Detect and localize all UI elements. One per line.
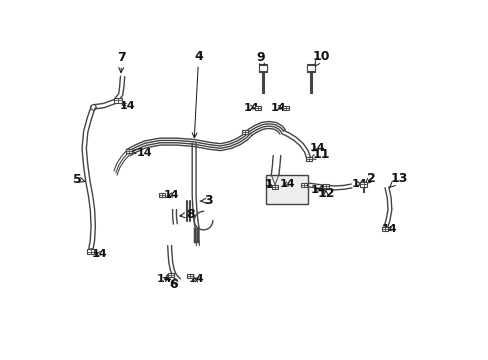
Text: 11: 11 <box>309 148 329 161</box>
Text: 14: 14 <box>279 179 295 189</box>
FancyBboxPatch shape <box>359 181 366 186</box>
Text: 8: 8 <box>180 208 194 221</box>
FancyBboxPatch shape <box>255 106 261 111</box>
Text: 14: 14 <box>163 190 179 200</box>
Text: 6: 6 <box>169 278 177 291</box>
Text: 10: 10 <box>312 50 329 67</box>
FancyBboxPatch shape <box>167 273 174 277</box>
FancyBboxPatch shape <box>159 193 165 197</box>
FancyBboxPatch shape <box>306 65 314 71</box>
FancyBboxPatch shape <box>283 106 288 111</box>
Text: 14: 14 <box>91 249 107 259</box>
FancyBboxPatch shape <box>126 149 132 153</box>
Text: 14: 14 <box>381 224 396 234</box>
Text: 2: 2 <box>364 172 375 185</box>
Text: 5: 5 <box>73 172 85 185</box>
FancyBboxPatch shape <box>322 184 328 188</box>
FancyBboxPatch shape <box>187 274 193 278</box>
FancyBboxPatch shape <box>86 249 94 255</box>
Bar <box>265 175 307 204</box>
FancyBboxPatch shape <box>271 185 278 189</box>
Text: 14: 14 <box>270 103 286 113</box>
FancyBboxPatch shape <box>382 227 387 231</box>
Text: 9: 9 <box>256 51 265 69</box>
Text: 14: 14 <box>132 148 152 158</box>
Text: 14: 14 <box>350 179 366 189</box>
Text: 1: 1 <box>264 177 272 190</box>
Text: 4: 4 <box>192 50 203 138</box>
FancyBboxPatch shape <box>258 65 266 71</box>
Text: 14: 14 <box>310 185 325 195</box>
Text: 14: 14 <box>309 143 325 153</box>
Text: 12: 12 <box>317 187 334 200</box>
Text: 3: 3 <box>200 194 212 207</box>
Text: 7: 7 <box>117 51 126 73</box>
Text: 14: 14 <box>188 274 203 284</box>
FancyBboxPatch shape <box>305 157 311 161</box>
Text: 14: 14 <box>157 274 172 284</box>
Text: 14: 14 <box>243 103 259 113</box>
FancyBboxPatch shape <box>242 130 247 135</box>
Text: 13: 13 <box>388 172 407 188</box>
Text: 14: 14 <box>119 102 135 111</box>
FancyBboxPatch shape <box>114 98 122 103</box>
FancyBboxPatch shape <box>301 183 306 186</box>
